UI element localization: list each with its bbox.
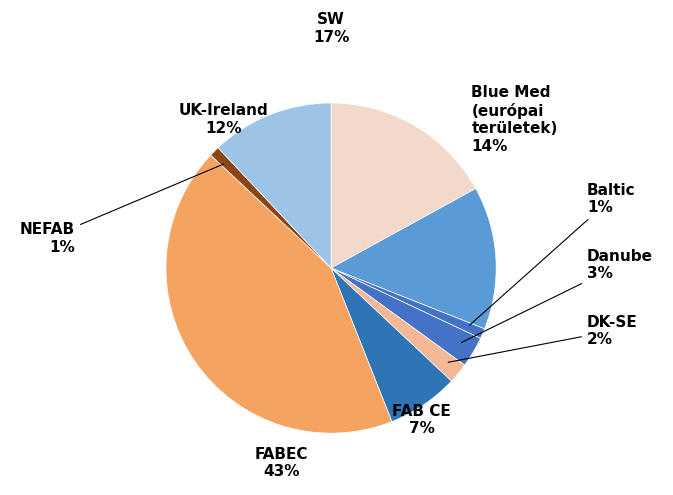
- Wedge shape: [331, 268, 464, 381]
- Wedge shape: [166, 155, 392, 433]
- Wedge shape: [331, 103, 476, 268]
- Text: Baltic
1%: Baltic 1%: [470, 183, 635, 325]
- Text: NEFAB
1%: NEFAB 1%: [20, 164, 223, 254]
- Text: DK-SE
2%: DK-SE 2%: [448, 315, 638, 362]
- Wedge shape: [211, 148, 331, 268]
- Text: SW
17%: SW 17%: [313, 12, 349, 45]
- Wedge shape: [218, 103, 331, 268]
- Text: Blue Med
(európai
területek)
14%: Blue Med (európai területek) 14%: [471, 85, 558, 153]
- Text: Danube
3%: Danube 3%: [462, 248, 653, 343]
- Wedge shape: [331, 268, 481, 365]
- Wedge shape: [331, 268, 452, 422]
- Text: FABEC
43%: FABEC 43%: [255, 446, 308, 479]
- Text: FAB CE
7%: FAB CE 7%: [392, 404, 452, 436]
- Wedge shape: [331, 189, 496, 329]
- Text: UK-Ireland
12%: UK-Ireland 12%: [179, 103, 269, 136]
- Wedge shape: [331, 268, 485, 339]
